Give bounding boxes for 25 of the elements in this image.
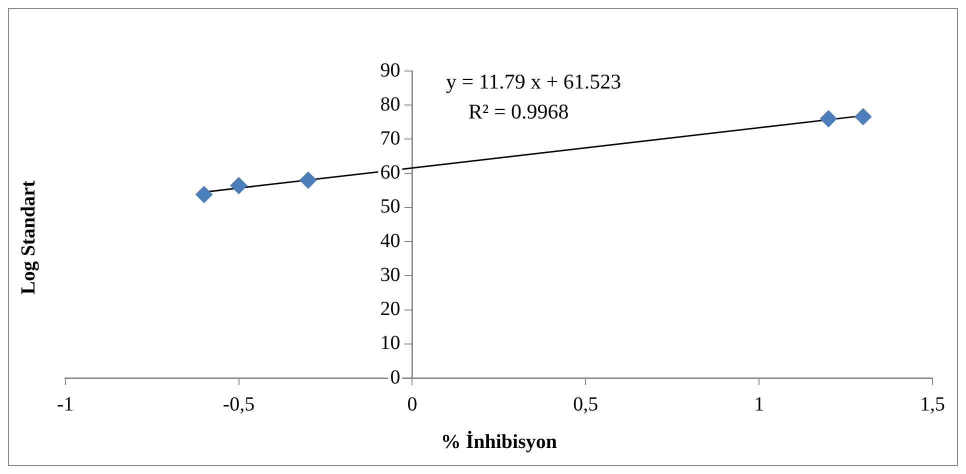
y-tick-label: 60 xyxy=(380,162,400,184)
x-tick-label: -1 xyxy=(56,393,74,416)
y-axis-title: Log Standart xyxy=(18,180,40,294)
x-tick-label: 1 xyxy=(754,393,764,416)
y-tick-label: 40 xyxy=(380,230,400,252)
point xyxy=(854,108,872,126)
x-tick-label: 0,5 xyxy=(573,393,598,416)
point xyxy=(820,110,837,128)
y-tick-label: 90 xyxy=(380,59,400,82)
x-tick-label: 0 xyxy=(407,393,418,416)
annotation: R² = 0.9968 xyxy=(468,100,569,124)
y-tick-label: 20 xyxy=(380,298,400,320)
x-axis-title: % İnhibisyon xyxy=(440,430,557,454)
y-tick-label: 30 xyxy=(380,264,400,286)
annotation: y = 11.79 x + 61.523 xyxy=(446,70,622,94)
y-tick-label: 50 xyxy=(380,196,400,218)
y-tick-label: 0 xyxy=(390,366,400,388)
x-tick-label: -0,5 xyxy=(222,393,255,416)
y-tick-label: 80 xyxy=(380,93,400,116)
y-tick-label: 70 xyxy=(380,127,400,150)
point xyxy=(196,186,213,203)
point xyxy=(230,177,248,194)
point xyxy=(300,172,317,189)
x-tick-label: 1,5 xyxy=(920,393,945,416)
y-tick-label: 10 xyxy=(380,332,400,354)
